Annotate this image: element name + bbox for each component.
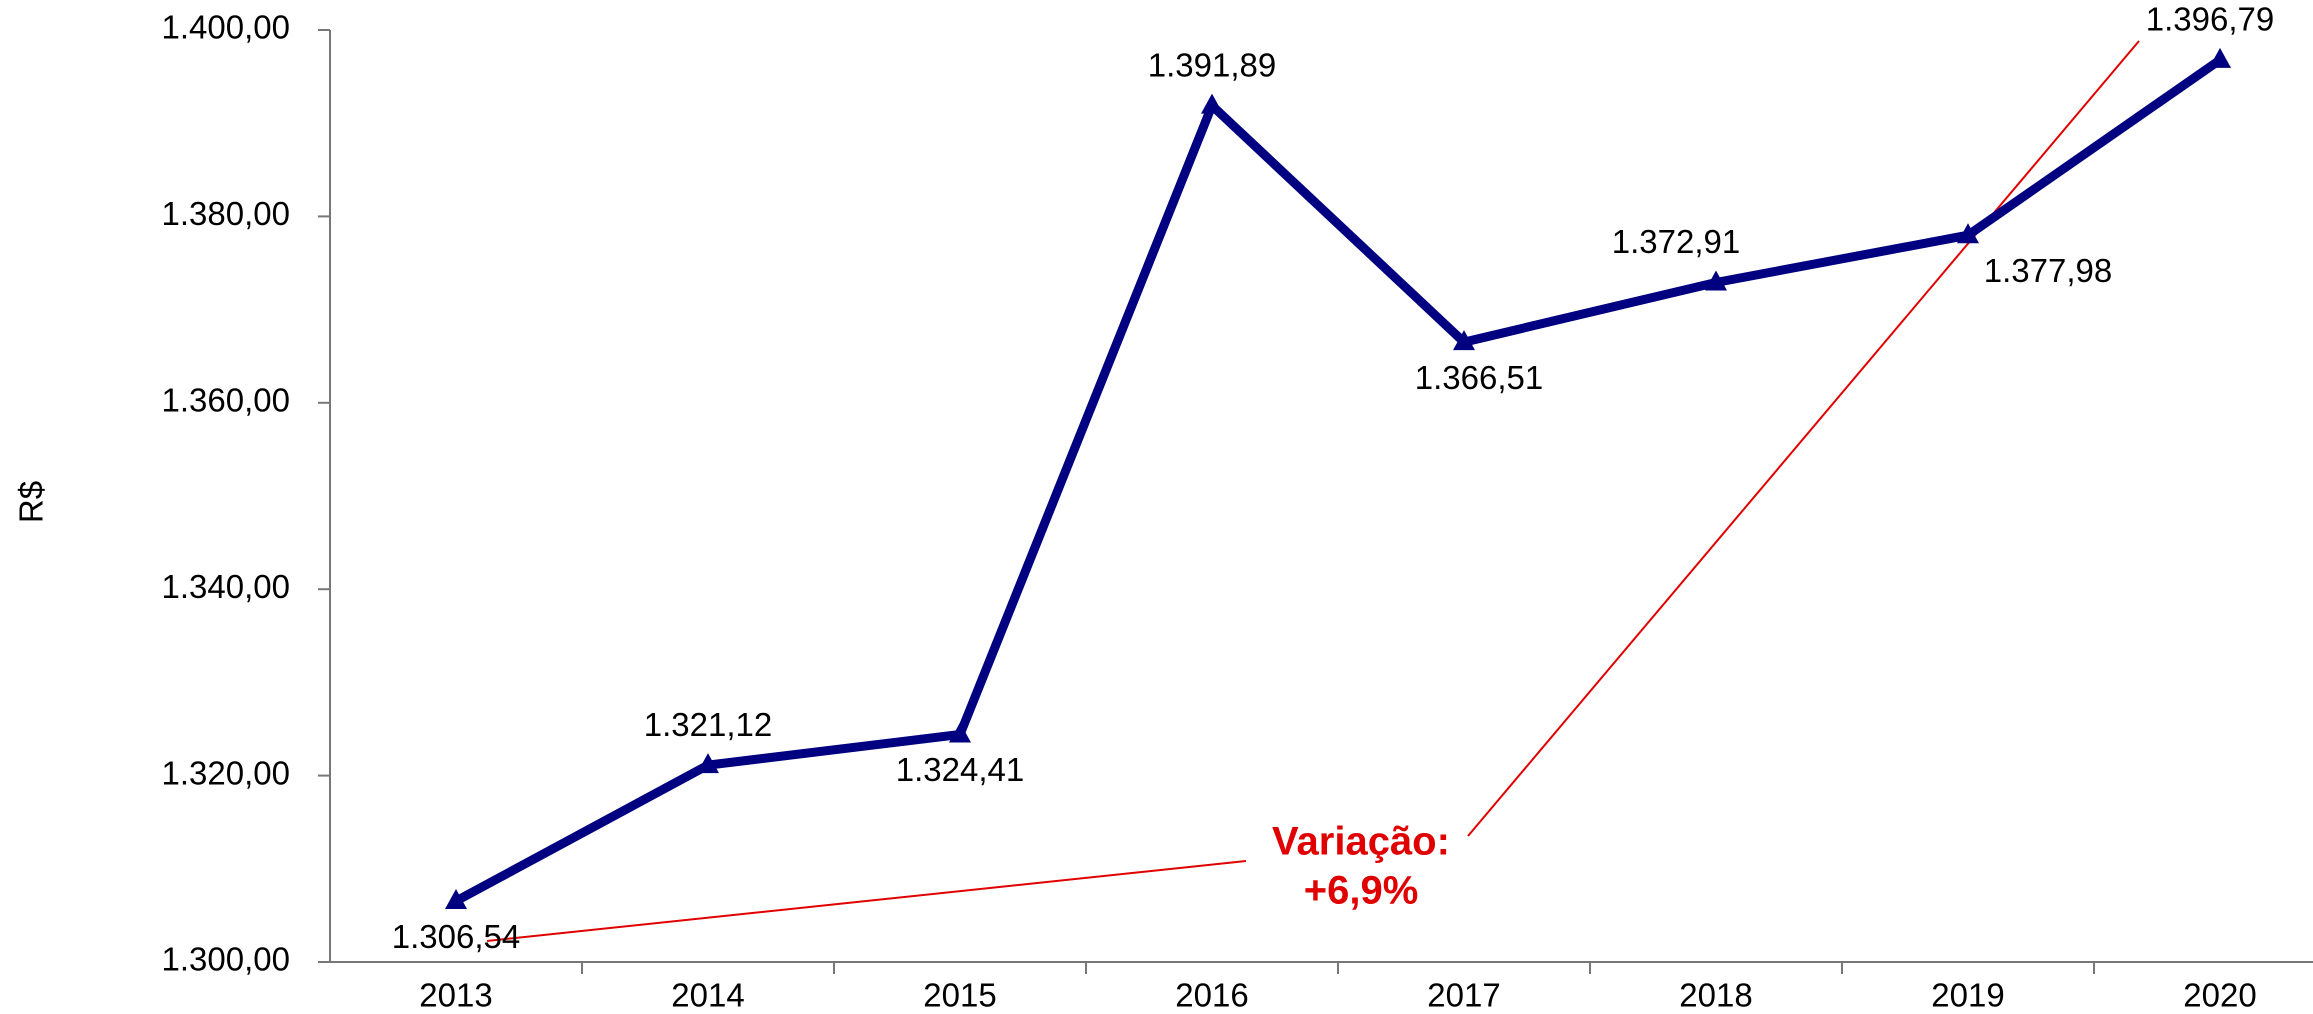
y-axis-label: R$ [13, 481, 50, 523]
annotation-line [486, 860, 1247, 942]
marker [445, 889, 467, 910]
y-tick-label: 1.360,00 [162, 382, 290, 419]
marker [1705, 270, 1727, 291]
annotation-line [1467, 40, 2140, 837]
data-label: 1.306,54 [392, 918, 520, 955]
data-label: 1.324,41 [896, 751, 1024, 788]
marker [949, 722, 971, 743]
marker [1957, 223, 1979, 244]
x-tick-label: 2016 [1175, 977, 1248, 1014]
y-tick-label: 1.300,00 [162, 941, 290, 978]
data-label: 1.396,79 [2146, 1, 2274, 38]
x-tick-label: 2014 [671, 977, 744, 1014]
marker [1453, 330, 1475, 351]
data-label: 1.377,98 [1984, 252, 2112, 289]
x-tick-label: 2015 [923, 977, 996, 1014]
x-tick-label: 2019 [1931, 977, 2004, 1014]
y-tick-label: 1.320,00 [162, 754, 290, 791]
marker [2209, 47, 2231, 68]
data-label: 1.366,51 [1415, 359, 1543, 396]
y-tick-label: 1.340,00 [162, 568, 290, 605]
data-label: 1.372,91 [1612, 223, 1740, 260]
annotation: +6,9% [1304, 869, 1419, 913]
x-tick-label: 2013 [419, 977, 492, 1014]
line [453, 56, 2223, 906]
y-tick-label: 1.380,00 [162, 195, 290, 232]
marker [697, 753, 719, 774]
x-tick-label: 2018 [1679, 977, 1752, 1014]
x-tick-label: 2017 [1427, 977, 1500, 1014]
y-tick-label: 1.400,00 [162, 9, 290, 46]
x-tick-label: 2020 [2183, 977, 2256, 1014]
annotation: Variação: [1272, 820, 1450, 864]
data-label: 1.321,12 [644, 706, 772, 743]
marker [1201, 93, 1223, 114]
data-label: 1.391,89 [1148, 46, 1276, 83]
